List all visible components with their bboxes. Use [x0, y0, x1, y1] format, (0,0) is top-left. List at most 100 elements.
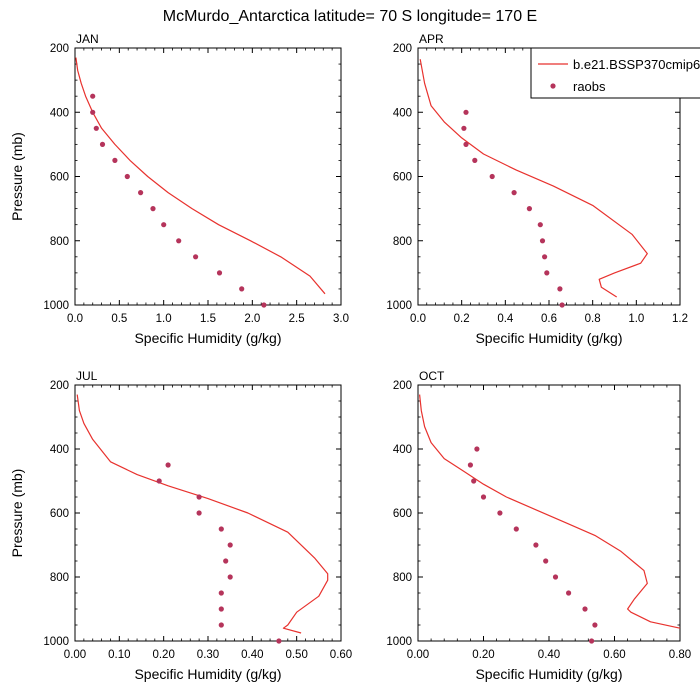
obs-point [474, 446, 480, 452]
obs-point [227, 542, 233, 548]
x-tick-label: 0.5 [111, 313, 127, 325]
legend: b.e21.BSSP370cmip6 raobs [530, 47, 700, 99]
obs-point [480, 494, 487, 500]
y-tick-label: 1000 [43, 636, 69, 648]
y-tick-label: 600 [393, 172, 412, 184]
model-line [419, 394, 681, 629]
panel-oct: OCT 0.00 0.20 0.40 0.60 0.80 200 400 600 800 1000 S… [386, 369, 691, 682]
y-tick-label: 400 [393, 444, 412, 456]
obs-point [176, 238, 182, 244]
y-tick-label: 1000 [386, 300, 412, 312]
obs-point [463, 109, 469, 115]
plot-frame [417, 384, 681, 642]
x-axis-label: Specific Humidity (g/kg) [475, 666, 622, 682]
obs-point [489, 173, 495, 180]
plot-frame [74, 47, 342, 306]
obs-point [218, 590, 224, 596]
obs-point [511, 190, 517, 196]
obs-point [463, 141, 469, 147]
x-tick-label: 0.20 [152, 649, 174, 661]
legend-obs-swatch [550, 83, 556, 89]
y-tick-label: 200 [393, 43, 412, 55]
obs-point [543, 558, 549, 564]
y-tick-label: 1000 [43, 300, 69, 312]
obs-point [124, 173, 130, 180]
obs-point [138, 190, 144, 196]
x-tick-label: 2.5 [289, 313, 305, 325]
x-tick-label: 0.40 [538, 649, 560, 661]
panel-jul: JUL 0.00 0.10 0.20 0.30 0.40 0.50 0.60 200 400 600… [9, 369, 352, 682]
plot-frame [74, 384, 342, 642]
obs-point [513, 526, 519, 532]
y-tick-label: 800 [50, 572, 69, 584]
obs-point [90, 93, 96, 99]
obs-point [582, 606, 588, 612]
y-tick-label: 400 [393, 107, 412, 119]
panel-label: OCT [419, 369, 445, 383]
y-tick-label: 400 [50, 444, 69, 456]
obs-point [526, 206, 533, 212]
obs-point [196, 510, 202, 516]
y-tick-label: 200 [393, 380, 412, 392]
obs-point [156, 478, 162, 484]
x-tick-label: 0.2 [454, 313, 470, 325]
obs-point [472, 157, 478, 163]
y-axis-label: Pressure (mb) [9, 469, 25, 558]
panel-jan: JAN 0.0 0.5 1.0 1.5 2.0 2.5 3.0 200 400 600 800 1000… [9, 32, 349, 346]
x-tick-label: 0.0 [67, 313, 83, 325]
x-axis-label: Specific Humidity (g/kg) [134, 666, 281, 682]
x-tick-label: 0.10 [108, 649, 130, 661]
panel-label: JUL [76, 369, 98, 383]
x-tick-label: 0.60 [330, 649, 352, 661]
model-line [419, 59, 648, 298]
obs-point [90, 109, 96, 115]
x-tick-label: 0.00 [64, 649, 86, 661]
x-tick-label: 1.0 [156, 313, 172, 325]
obs-point [552, 574, 559, 580]
figure-title: McMurdo_Antarctica latitude= 70 S longit… [163, 8, 537, 25]
obs-point [161, 222, 167, 228]
obs-point [592, 622, 598, 628]
y-tick-label: 600 [50, 172, 69, 184]
obs-point [276, 638, 282, 644]
y-tick-label: 1000 [386, 636, 412, 648]
obs-point [533, 542, 539, 548]
obs-point [218, 622, 224, 628]
obs-point [497, 510, 503, 516]
y-tick-label: 200 [50, 43, 69, 55]
x-tick-label: 0.80 [669, 649, 691, 661]
y-tick-label: 600 [393, 508, 412, 520]
model-line [75, 57, 326, 295]
obs-point [539, 238, 546, 244]
obs-point [193, 254, 199, 260]
obs-point [471, 478, 477, 484]
x-tick-label: 0.00 [407, 649, 429, 661]
obs-point [218, 606, 224, 612]
x-tick-label: 0.30 [197, 649, 219, 661]
x-tick-label: 2.0 [244, 313, 260, 325]
x-axis-label: Specific Humidity (g/kg) [475, 330, 622, 346]
legend-model-label: b.e21.BSSP370cmip6 [573, 57, 700, 72]
obs-point [112, 157, 118, 163]
obs-point [239, 286, 245, 292]
obs-point [218, 526, 224, 532]
obs-point [542, 254, 548, 260]
obs-point [165, 462, 171, 468]
obs-point [559, 302, 565, 308]
y-tick-label: 600 [50, 508, 69, 520]
obs-point [557, 286, 563, 292]
obs-point [544, 270, 550, 276]
legend-box [530, 47, 700, 99]
y-tick-label: 800 [393, 572, 412, 584]
obs-point [467, 462, 473, 468]
x-tick-label: 1.2 [672, 313, 688, 325]
x-axis-label: Specific Humidity (g/kg) [134, 330, 281, 346]
obs-point [537, 222, 543, 228]
obs-point [566, 590, 572, 596]
x-tick-label: 0.20 [472, 649, 494, 661]
panel-label: APR [419, 32, 444, 46]
x-tick-label: 0.8 [585, 313, 601, 325]
x-tick-label: 1.5 [200, 313, 216, 325]
obs-point [227, 574, 233, 580]
obs-point [99, 141, 106, 147]
